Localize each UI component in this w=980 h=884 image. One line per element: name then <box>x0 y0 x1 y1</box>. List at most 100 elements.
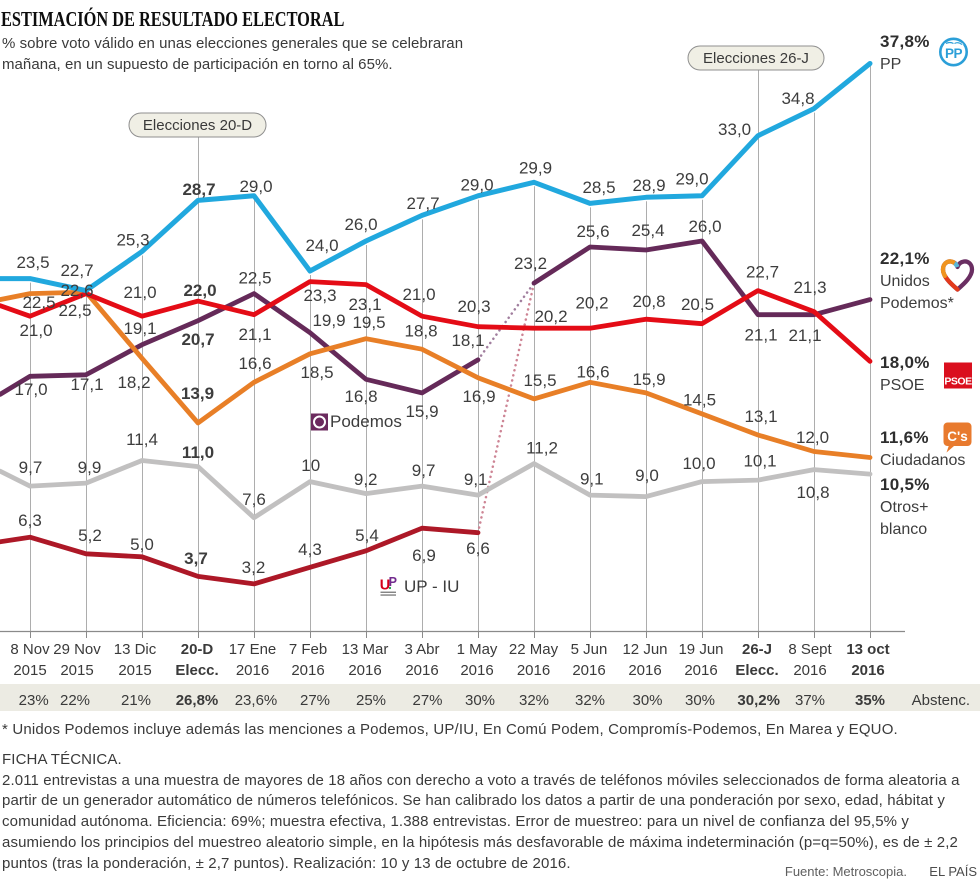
svg-text:22,7: 22,7 <box>746 263 779 282</box>
svg-text:22,7: 22,7 <box>60 261 93 280</box>
svg-text:2016: 2016 <box>236 662 269 679</box>
svg-text:30%: 30% <box>632 692 662 709</box>
svg-text:22,5: 22,5 <box>22 293 55 312</box>
svg-text:32%: 32% <box>575 692 605 709</box>
svg-text:34,8: 34,8 <box>781 89 814 108</box>
svg-text:9,0: 9,0 <box>635 466 659 485</box>
svg-text:8 Nov: 8 Nov <box>10 641 50 658</box>
svg-text:Ciudadanos: Ciudadanos <box>880 452 965 469</box>
svg-text:27%: 27% <box>300 692 330 709</box>
svg-text:PSOE: PSOE <box>944 376 972 388</box>
svg-text:20,7: 20,7 <box>181 330 214 349</box>
svg-text:Elecc.: Elecc. <box>735 662 778 679</box>
svg-text:18,1: 18,1 <box>451 331 484 350</box>
svg-text:7 Feb: 7 Feb <box>289 641 327 658</box>
svg-text:25%: 25% <box>356 692 386 709</box>
svg-text:5,2: 5,2 <box>78 526 102 545</box>
svg-text:Unidos: Unidos <box>880 273 930 290</box>
svg-text:19,1: 19,1 <box>123 319 156 338</box>
svg-text:21,0: 21,0 <box>402 285 435 304</box>
svg-text:21,1: 21,1 <box>238 325 271 344</box>
svg-text:2016: 2016 <box>628 662 661 679</box>
svg-text:10: 10 <box>301 456 320 475</box>
svg-text:12 Jun: 12 Jun <box>622 641 667 658</box>
svg-text:5,4: 5,4 <box>355 526 379 545</box>
svg-text:2016: 2016 <box>405 662 438 679</box>
svg-text:6,9: 6,9 <box>412 546 436 565</box>
svg-text:20,2: 20,2 <box>534 307 567 326</box>
svg-text:PP: PP <box>880 56 901 73</box>
svg-text:2016: 2016 <box>517 662 550 679</box>
svg-text:30%: 30% <box>685 692 715 709</box>
svg-text:Otros+: Otros+ <box>880 499 928 516</box>
svg-text:9,1: 9,1 <box>464 470 488 489</box>
svg-text:3 Abr: 3 Abr <box>404 641 439 658</box>
svg-text:11,4: 11,4 <box>126 430 158 449</box>
svg-text:2016: 2016 <box>348 662 381 679</box>
svg-text:30,2%: 30,2% <box>737 692 780 709</box>
svg-text:23,3: 23,3 <box>303 286 336 305</box>
svg-text:28,7: 28,7 <box>182 180 215 199</box>
svg-text:15,9: 15,9 <box>405 402 438 421</box>
svg-text:23,2: 23,2 <box>514 254 547 273</box>
svg-text:26,8%: 26,8% <box>176 692 219 709</box>
svg-text:Elecciones 20-D: Elecciones 20-D <box>143 117 252 134</box>
svg-text:22,5: 22,5 <box>58 301 91 320</box>
svg-text:16,9: 16,9 <box>462 387 495 406</box>
svg-text:Elecciones 26-J: Elecciones 26-J <box>703 50 809 67</box>
svg-text:2015: 2015 <box>118 662 151 679</box>
svg-text:12,0: 12,0 <box>796 428 829 447</box>
svg-text:1 May: 1 May <box>457 641 498 658</box>
svg-text:9,9: 9,9 <box>78 458 102 477</box>
svg-text:blanco: blanco <box>880 521 927 538</box>
svg-text:21,0: 21,0 <box>19 321 52 340</box>
svg-text:25,3: 25,3 <box>116 231 149 250</box>
svg-text:13 Mar: 13 Mar <box>342 641 389 658</box>
svg-text:19 Jun: 19 Jun <box>678 641 723 658</box>
svg-text:25,4: 25,4 <box>631 221 664 240</box>
svg-text:10,0: 10,0 <box>682 454 715 473</box>
svg-text:20,2: 20,2 <box>575 294 608 313</box>
svg-text:18,8: 18,8 <box>404 322 437 341</box>
svg-text:29,0: 29,0 <box>675 170 708 189</box>
svg-text:8 Sept: 8 Sept <box>788 641 832 658</box>
svg-text:PSOE: PSOE <box>880 377 924 394</box>
svg-text:35%: 35% <box>855 692 885 709</box>
svg-text:4,3: 4,3 <box>298 540 322 559</box>
svg-text:20,8: 20,8 <box>632 292 665 311</box>
svg-text:32%: 32% <box>519 692 549 709</box>
svg-text:16,8: 16,8 <box>344 387 377 406</box>
svg-text:13,9: 13,9 <box>181 384 214 403</box>
svg-text:22,0: 22,0 <box>183 281 216 300</box>
svg-text:18,2: 18,2 <box>117 373 150 392</box>
svg-text:15,5: 15,5 <box>523 371 556 390</box>
svg-text:2016: 2016 <box>291 662 324 679</box>
svg-text:14,5: 14,5 <box>683 391 716 410</box>
svg-text:P: P <box>389 575 397 589</box>
svg-text:20-D: 20-D <box>181 641 214 658</box>
svg-text:28,5: 28,5 <box>582 178 615 197</box>
svg-text:22,6: 22,6 <box>60 281 93 300</box>
svg-text:28,9: 28,9 <box>632 176 665 195</box>
svg-text:2015: 2015 <box>13 662 46 679</box>
svg-text:Abstenc.: Abstenc. <box>912 692 970 709</box>
svg-text:11,6%: 11,6% <box>880 428 929 447</box>
svg-text:Elecc.: Elecc. <box>175 662 218 679</box>
svg-text:16,6: 16,6 <box>238 354 271 373</box>
svg-text:17 Ene: 17 Ene <box>229 641 277 658</box>
svg-text:5 Jun: 5 Jun <box>571 641 608 658</box>
svg-text:9,1: 9,1 <box>580 470 604 489</box>
svg-text:22,5: 22,5 <box>238 269 271 288</box>
svg-text:9,7: 9,7 <box>412 461 436 480</box>
svg-text:6,3: 6,3 <box>18 511 42 530</box>
svg-text:16,6: 16,6 <box>576 363 609 382</box>
svg-text:Podemos*: Podemos* <box>880 295 954 312</box>
svg-text:2015: 2015 <box>60 662 93 679</box>
svg-text:23,1: 23,1 <box>348 295 381 314</box>
svg-text:10,1: 10,1 <box>743 452 776 471</box>
svg-text:18,5: 18,5 <box>300 363 333 382</box>
svg-text:3,2: 3,2 <box>242 558 266 577</box>
svg-text:23%: 23% <box>19 692 49 709</box>
svg-text:24,0: 24,0 <box>305 236 338 255</box>
svg-text:33,0: 33,0 <box>718 120 751 139</box>
